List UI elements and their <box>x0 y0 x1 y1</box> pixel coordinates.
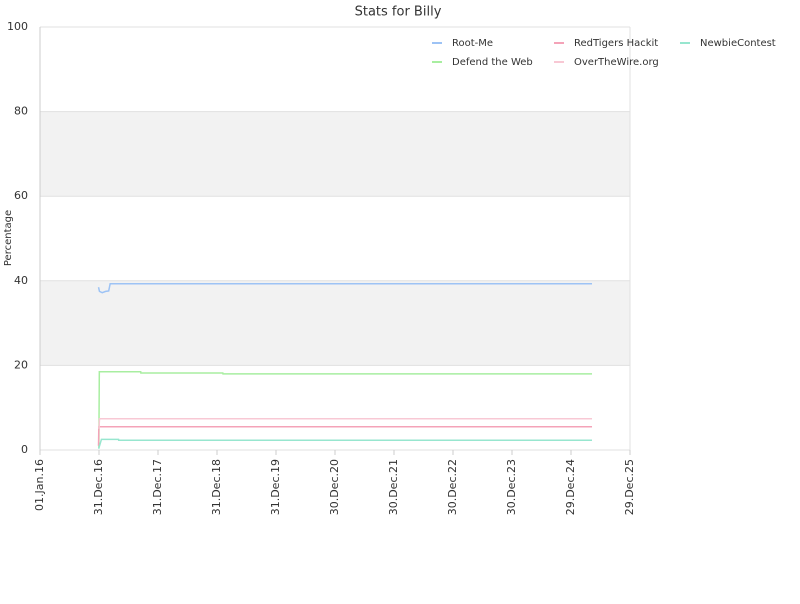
legend-label: NewbieContest <box>700 38 776 49</box>
x-tick-label: 29.Dec.24 <box>564 459 577 515</box>
y-tick-label: 100 <box>7 20 28 33</box>
grid-band <box>40 280 630 366</box>
y-axis-label: Percentage <box>3 210 14 266</box>
series-line <box>97 283 593 294</box>
y-tick-label: 20 <box>14 358 28 371</box>
x-tick-label: 29.Dec.25 <box>623 459 636 515</box>
x-tick-label: 31.Dec.19 <box>269 459 282 515</box>
y-tick-label: 40 <box>14 274 28 287</box>
legend-label: Root-Me <box>452 38 493 49</box>
x-tick-label: 31.Dec.16 <box>92 459 105 515</box>
x-tick-label: 30.Dec.23 <box>505 459 518 515</box>
x-tick-label: 30.Dec.21 <box>387 459 400 515</box>
x-tick-label: 30.Dec.20 <box>328 459 341 515</box>
y-tick-label: 80 <box>14 105 28 118</box>
series-line <box>98 370 593 448</box>
y-tick-label: 60 <box>14 189 28 202</box>
y-tick-label: 0 <box>21 443 28 456</box>
x-tick-label: 01.Jan.16 <box>33 459 46 511</box>
chart-title: Stats for Billy <box>355 5 442 20</box>
x-tick-label: 31.Dec.17 <box>151 459 164 515</box>
grid-band <box>40 111 630 197</box>
x-tick-label: 31.Dec.18 <box>210 459 223 515</box>
legend-label: Defend the Web <box>452 57 533 68</box>
x-tick-label: 30.Dec.22 <box>446 459 459 515</box>
legend-label: OverTheWire.org <box>574 57 659 68</box>
series-line <box>97 438 593 449</box>
legend-label: RedTigers Hackit <box>574 38 658 49</box>
series-line <box>98 417 593 429</box>
